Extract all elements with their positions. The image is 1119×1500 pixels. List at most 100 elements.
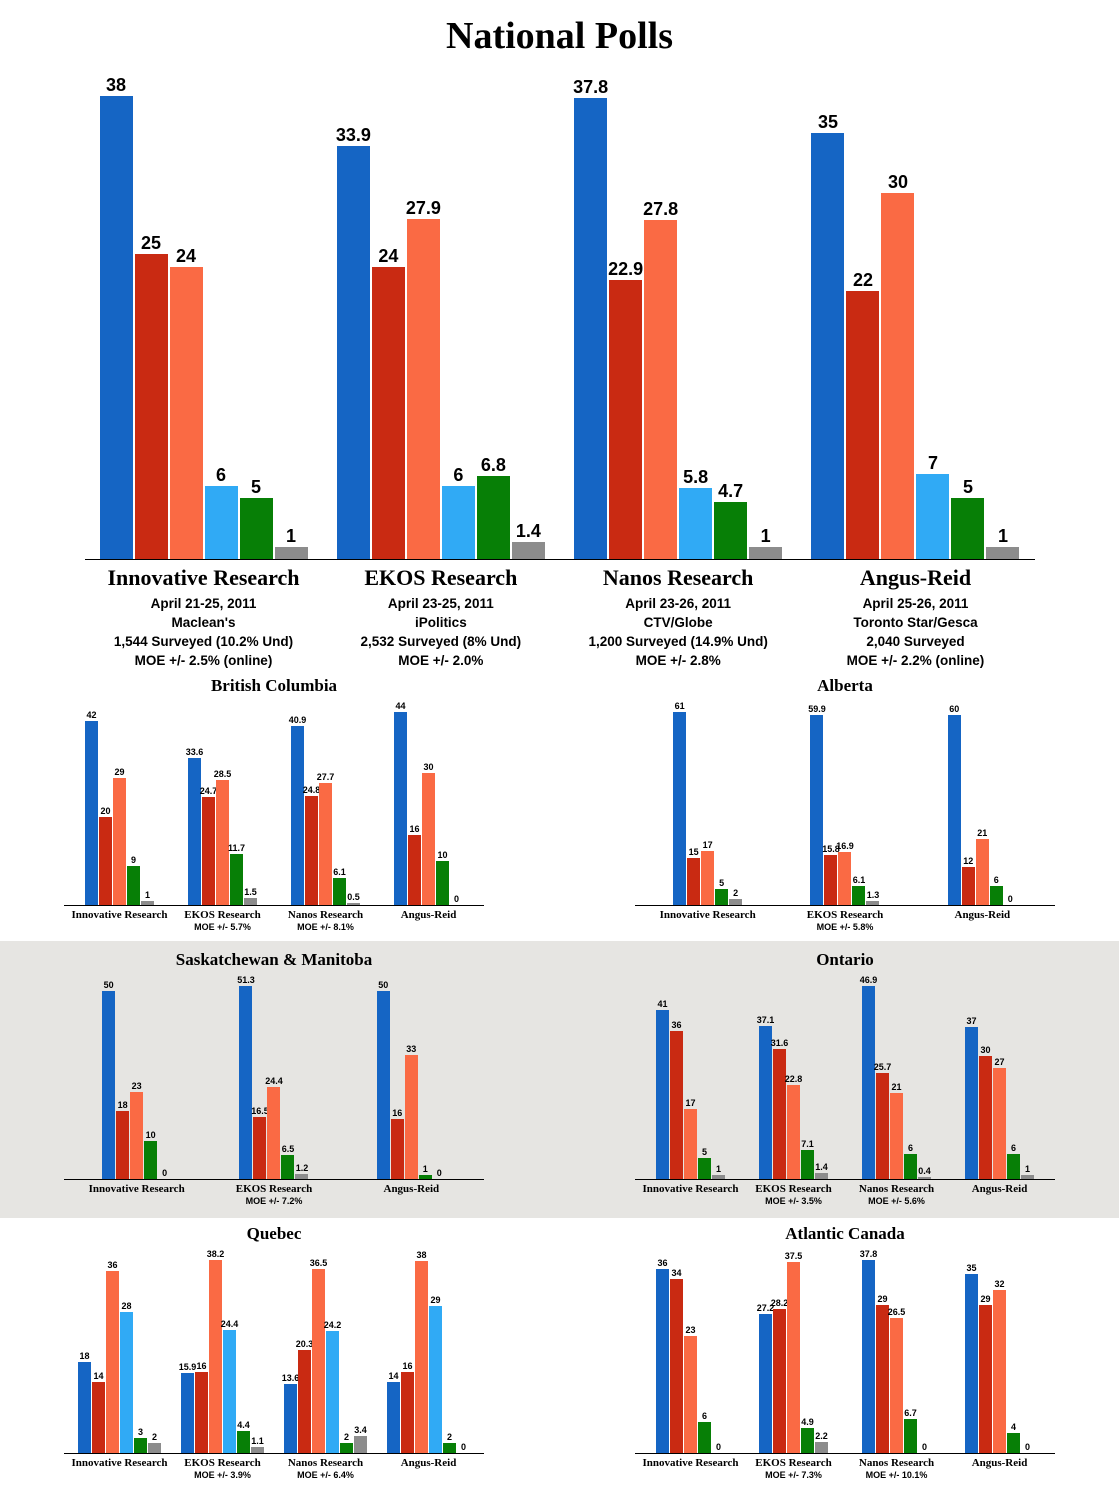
bar-value-label: 4.4 (237, 1419, 250, 1430)
bar-lib (408, 835, 421, 905)
bar-cell: 36 (656, 1258, 669, 1453)
bar-cell: 1.1 (251, 1436, 264, 1453)
bar-value-label: 3 (137, 1426, 143, 1437)
chart-atlantic-canada: Atlantic Canada 36 34 23 6 0 27.2 28.2 37.5 4.9 2.… (635, 1224, 1055, 1481)
bar-cell: 0 (918, 1442, 931, 1453)
poll-label: Angus-Reid (394, 909, 463, 933)
bar-cell: 42 (85, 710, 98, 905)
bar-cell: 4.9 (801, 1417, 814, 1453)
poll-group: 38 25 24 6 5 1 (99, 76, 308, 559)
poll-name: Angus-Reid (971, 1457, 1028, 1469)
bar-value-label: 25 (140, 233, 162, 254)
bar-lib (116, 1111, 130, 1179)
bar-oth (1021, 1175, 1034, 1179)
region-title: Alberta (817, 676, 873, 695)
poll-label: Nanos Research MOE +/- 6.4% (284, 1457, 367, 1481)
bar-cell: 22 (846, 271, 880, 559)
bar-cell: 6 (441, 466, 475, 559)
poll-group: 14 16 38 29 2 0 (387, 1250, 470, 1453)
poll-label: Angus-Reid (387, 1457, 470, 1481)
bar-value-label: 20.3 (295, 1338, 314, 1349)
bar-cell: 46.9 (860, 975, 877, 1179)
bar-value-label: 16 (392, 1107, 403, 1118)
poll-group: 35 22 30 7 5 1 (811, 113, 1020, 559)
bar-ndp (787, 1262, 800, 1453)
poll-detail: April 25-26, 2011 (862, 596, 969, 611)
bar-cell: 0 (1021, 1442, 1034, 1453)
bar-value-label: 12 (963, 855, 974, 866)
bar-cell: 14 (387, 1370, 400, 1453)
bar-value-label: 1.5 (244, 886, 257, 897)
bar-cell: 16 (408, 824, 421, 905)
bar-lib (202, 797, 215, 905)
poll-moe: MOE +/- 5.7% (194, 922, 251, 932)
bar-value-label: 24.8 (302, 784, 321, 795)
poll-group: 44 16 30 10 0 (394, 700, 463, 905)
bar-value-label: 17 (702, 839, 713, 850)
bar-cell: 37.8 (860, 1249, 877, 1453)
poll-label: EKOS Research MOE +/- 3.9% (181, 1457, 264, 1481)
bar-con (965, 1274, 978, 1453)
bar-value-label: 17 (685, 1097, 696, 1108)
bar-con (291, 726, 304, 905)
poll-name: Innovative Research (659, 909, 756, 921)
bar-value-label: 44 (395, 700, 406, 711)
bar-cell: 5 (698, 1147, 711, 1179)
bar-oth (141, 901, 154, 905)
bar-grn (852, 886, 866, 905)
region-row-central: Saskatchewan & Manitoba 50 18 23 10 0 51.3 16.5… (0, 941, 1119, 1218)
bar-value-label: 21 (891, 1081, 902, 1092)
bar-value-label: 50 (378, 979, 389, 990)
plot-area: 36 34 23 6 0 27.2 28.2 37.5 4.9 2.2 37.8 29 26.5 6.7 0… (635, 1247, 1055, 1454)
bar-con (759, 1026, 772, 1179)
bar-value-label: 14 (388, 1370, 399, 1381)
bar-value-label: 2 (733, 887, 739, 898)
bar-oth (354, 1436, 367, 1453)
poll-moe: MOE +/- 8.1% (297, 922, 354, 932)
bar-ndp (838, 852, 852, 905)
bar-value-label: 36 (107, 1259, 118, 1270)
bar-bloc (204, 486, 238, 559)
poll-detail: Maclean's (171, 615, 236, 630)
bar-ndp (415, 1261, 428, 1453)
bar-cell: 44 (394, 700, 407, 905)
poll-detail: MOE +/- 2.2% (online) (846, 653, 985, 668)
bar-cell: 15.9 (179, 1362, 196, 1453)
bar-lib (253, 1117, 267, 1179)
bar-con (99, 96, 133, 559)
bar-grn (476, 476, 510, 559)
bar-cell: 17 (701, 839, 715, 905)
bar-value-label: 0 (162, 1167, 168, 1178)
bar-value-label: 5 (250, 477, 261, 498)
bar-value-label: 16.5 (251, 1105, 269, 1116)
bar-grn (127, 866, 140, 905)
bar-ndp (890, 1318, 903, 1453)
bar-value-label: 3.4 (354, 1424, 367, 1435)
bar-cell: 2 (340, 1432, 353, 1453)
bar-cell: 16 (401, 1361, 414, 1453)
bar-value-label: 37.5 (784, 1250, 803, 1261)
poll-label: EKOS Research MOE +/- 7.3% (755, 1457, 832, 1481)
bar-value-label: 28.5 (213, 768, 232, 779)
bar-grn (1007, 1433, 1020, 1453)
bar-value-label: 38.2 (206, 1248, 225, 1259)
poll-group: 33.9 24 27.9 6 6.8 1.4 (336, 126, 545, 559)
poll-group: 37 30 27 6 1 (965, 1016, 1034, 1179)
bar-ndp (701, 851, 715, 905)
bar-cell: 0 (712, 1442, 725, 1453)
bar-cell: 6.1 (333, 867, 346, 905)
bar-ndp (787, 1085, 800, 1179)
bar-value-label: 61 (674, 700, 685, 711)
bar-cell: 16 (390, 1107, 404, 1179)
bar-lib (609, 280, 643, 559)
bar-cell: 35 (965, 1263, 978, 1453)
plot-area: 61 15 17 5 2 59.9 15.8 16.9 6.1 1.3 60 12 21 6 0 (635, 699, 1055, 906)
bar-grn (1007, 1154, 1020, 1179)
poll-name: EKOS Research (755, 1457, 832, 1469)
bar-cell: 28.2 (771, 1298, 788, 1453)
bar-grn (134, 1438, 147, 1453)
bar-cell: 15.8 (822, 844, 840, 905)
bar-value-label: 5.8 (683, 467, 709, 488)
bar-value-label: 24.7 (199, 785, 218, 796)
bar-oth (815, 1173, 828, 1179)
